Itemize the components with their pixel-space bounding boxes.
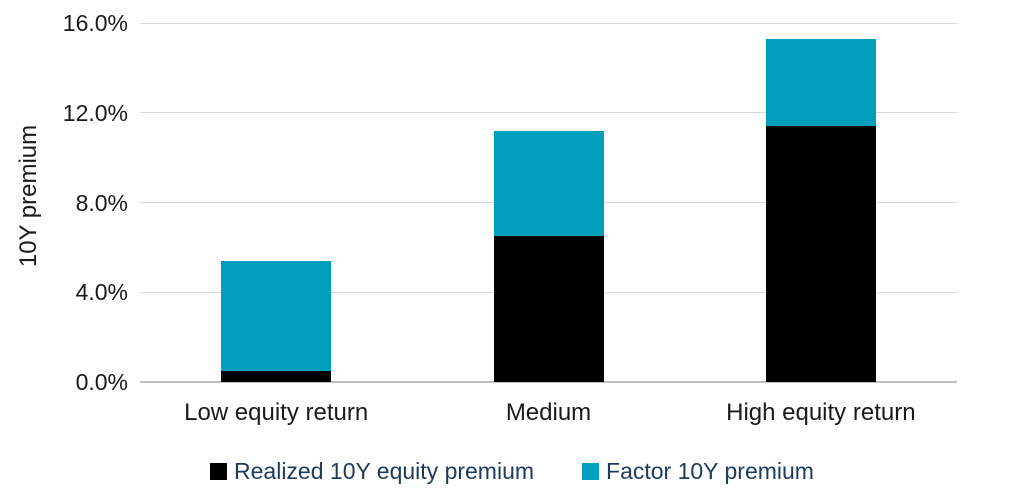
legend: Realized 10Y equity premium Factor 10Y pr… [0,458,1024,485]
bar-low-equity-return [221,260,332,382]
bar-high-equity-return [765,38,876,382]
legend-item: Factor 10Y premium [582,458,814,485]
y-tick-label: 4.0% [75,279,128,306]
legend-label: Realized 10Y equity premium [234,458,535,484]
bar-segment-factor-10y-premium [221,260,332,371]
teal-square-icon [582,463,600,480]
gridline [140,112,957,114]
bar-segment-realized-10y-equity-premium [493,236,604,382]
plot-area [140,22,957,383]
bar-segment-realized-10y-equity-premium [765,126,876,382]
x-tick-label: Medium [505,399,592,426]
x-tick-label: Low equity return [184,399,369,426]
bar-medium [493,130,604,382]
y-tick-label: 16.0% [62,10,128,36]
y-tick-label: 8.0% [75,189,128,216]
bar-segment-factor-10y-premium [493,130,604,237]
y-tick-label: 0.0% [75,369,128,395]
gridline [140,22,957,24]
x-axis-baseline [140,381,957,383]
bar-segment-realized-10y-equity-premium [221,370,332,382]
bar-segment-factor-10y-premium [765,38,876,127]
y-tick-label: 12.0% [62,99,128,126]
black-square-icon [210,463,228,480]
x-tick-label: High equity return [726,399,916,426]
legend-item: Realized 10Y equity premium [210,458,534,485]
legend-label: Factor 10Y premium [606,458,814,484]
